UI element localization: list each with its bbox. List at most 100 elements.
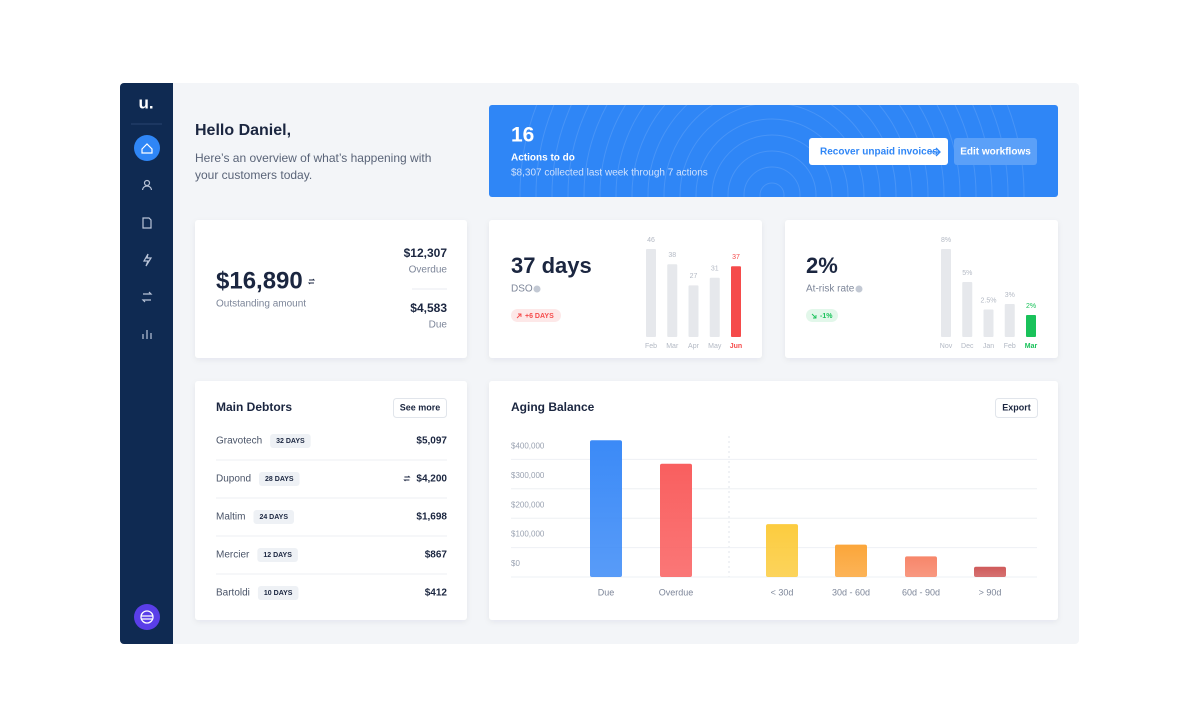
actions-count: 16 bbox=[511, 124, 534, 147]
button-label[interactable]: See more bbox=[400, 402, 441, 412]
y-tick-label: $200,000 bbox=[511, 500, 545, 509]
value-label: 8% bbox=[941, 237, 951, 244]
dso-badge-label: +6 DAYS bbox=[525, 313, 554, 320]
outstanding-card bbox=[195, 220, 467, 358]
overdue-label: Overdue bbox=[409, 265, 448, 276]
bar bbox=[962, 282, 973, 337]
info-icon[interactable] bbox=[533, 285, 541, 293]
days-label: 10 DAYS bbox=[264, 590, 293, 597]
see-more-button[interactable] bbox=[393, 398, 447, 418]
x-tick-label: < 30d bbox=[771, 587, 794, 597]
info-icon[interactable] bbox=[855, 285, 863, 293]
aging-title: Aging Balance bbox=[511, 400, 595, 414]
ring bbox=[615, 105, 929, 197]
user-avatar[interactable] bbox=[134, 604, 160, 630]
dso-label: DSO bbox=[511, 284, 533, 295]
bar bbox=[660, 463, 692, 577]
days-label: 24 DAYS bbox=[259, 514, 288, 521]
debtor-name: Mercier bbox=[216, 550, 250, 561]
x-tick-label: Apr bbox=[688, 343, 700, 350]
value-label: 27 bbox=[690, 273, 698, 280]
ring bbox=[695, 118, 849, 197]
bar bbox=[731, 266, 741, 337]
due-label: Due bbox=[429, 320, 448, 331]
x-tick-label: Due bbox=[598, 587, 615, 597]
ring bbox=[631, 105, 913, 197]
x-tick-label: > 90d bbox=[979, 587, 1002, 597]
value-label: 2% bbox=[1026, 303, 1036, 310]
value-label: 38 bbox=[668, 252, 676, 259]
debtor-name: Dupond bbox=[216, 474, 251, 485]
edit-button[interactable] bbox=[954, 138, 1037, 165]
ring bbox=[599, 105, 945, 197]
nav-icons[interactable] bbox=[141, 179, 153, 340]
recover-button[interactable] bbox=[809, 138, 948, 165]
debtor-amount: $867 bbox=[425, 550, 448, 561]
debtor-name: Bartoldi bbox=[216, 588, 250, 599]
days-label: 12 DAYS bbox=[263, 552, 292, 559]
button-label[interactable]: Export bbox=[1002, 402, 1031, 412]
bar bbox=[905, 556, 937, 577]
bar bbox=[1026, 315, 1036, 337]
outstanding-label: Outstanding amount bbox=[216, 299, 306, 310]
value-label: 3% bbox=[1005, 292, 1015, 299]
bar bbox=[590, 440, 622, 577]
greeting-title: Hello Daniel, bbox=[195, 122, 291, 139]
ring bbox=[647, 105, 897, 197]
x-tick-label: May bbox=[708, 343, 722, 350]
x-tick-label: Mar bbox=[666, 343, 679, 350]
x-tick-label: Dec bbox=[961, 343, 974, 350]
ring bbox=[727, 150, 817, 197]
risk-badge-label: -1% bbox=[820, 313, 833, 320]
risk-label: At-risk rate bbox=[806, 284, 855, 295]
days-label: 32 DAYS bbox=[276, 438, 305, 445]
debtor-amount: $412 bbox=[425, 588, 448, 599]
debtor-amount: $5,097 bbox=[416, 436, 447, 447]
x-tick-label: Jan bbox=[983, 343, 994, 350]
risk-value: 2% bbox=[806, 253, 838, 278]
y-tick-label: $400,000 bbox=[511, 442, 545, 451]
nav-home[interactable] bbox=[134, 135, 160, 161]
button-label[interactable]: Recover unpaid invoices bbox=[820, 147, 938, 158]
days-label: 28 DAYS bbox=[265, 476, 294, 483]
outstanding-amount: $16,890 bbox=[216, 267, 303, 294]
ring bbox=[519, 105, 1025, 197]
sidebar bbox=[120, 83, 173, 644]
arrow-icon bbox=[930, 147, 941, 157]
x-tick-label: Mar bbox=[1025, 343, 1038, 350]
greeting-subtitle: Here’s an overview of what’s happening w… bbox=[195, 151, 431, 165]
ring bbox=[759, 182, 785, 197]
y-tick-label: $100,000 bbox=[511, 530, 545, 539]
dso-badge bbox=[511, 309, 561, 322]
bar bbox=[766, 524, 798, 577]
ring bbox=[711, 134, 833, 197]
arrow-icon bbox=[811, 313, 817, 319]
export-button[interactable] bbox=[995, 398, 1038, 418]
debtors-title: Main Debtors bbox=[216, 400, 292, 414]
days-badge bbox=[270, 434, 311, 448]
value-label: 31 bbox=[711, 266, 719, 273]
y-tick-label: $0 bbox=[511, 559, 520, 568]
debtor-name: Gravotech bbox=[216, 436, 262, 447]
currency-icon bbox=[307, 278, 316, 285]
x-tick-label: 30d - 60d bbox=[832, 587, 870, 597]
ring bbox=[551, 105, 993, 197]
icon bbox=[141, 143, 153, 154]
bar bbox=[709, 277, 720, 337]
ring bbox=[679, 105, 865, 197]
debtor-amount: $1,698 bbox=[416, 512, 447, 523]
value-label: 37 bbox=[732, 254, 740, 261]
currency-icon bbox=[403, 475, 411, 482]
button-label[interactable]: Edit workflows bbox=[960, 147, 1031, 158]
ring bbox=[743, 166, 801, 197]
actions-label: Actions to do bbox=[511, 153, 575, 164]
ring bbox=[583, 105, 961, 197]
bar bbox=[974, 566, 1006, 577]
debtor-name: Maltim bbox=[216, 512, 245, 523]
actions-note: $8,307 collected last week through 7 act… bbox=[511, 168, 708, 179]
ring bbox=[567, 105, 977, 197]
bar bbox=[835, 544, 867, 577]
x-tick-label: Nov bbox=[940, 343, 953, 350]
risk-badge bbox=[806, 309, 838, 322]
bar bbox=[646, 249, 656, 337]
